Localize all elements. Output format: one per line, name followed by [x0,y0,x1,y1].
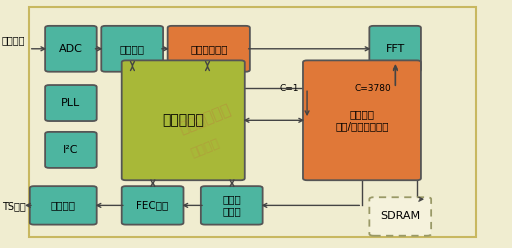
Text: TS输出: TS输出 [2,202,26,212]
Text: 射频输入: 射频输入 [2,35,25,45]
Text: 帧头检测同步: 帧头检测同步 [190,44,227,54]
FancyBboxPatch shape [45,132,97,168]
Text: C=3780: C=3780 [354,84,391,93]
FancyBboxPatch shape [122,60,245,180]
Text: FFT: FFT [386,44,405,54]
Text: PLL: PLL [61,98,80,108]
Text: 信道估计
时域/频域联合均衡: 信道估计 时域/频域联合均衡 [335,109,389,131]
FancyBboxPatch shape [303,60,421,180]
Text: I²C: I²C [63,145,79,155]
Text: 载波恢复: 载波恢复 [120,44,145,54]
FancyBboxPatch shape [201,186,263,225]
Text: FEC译码: FEC译码 [137,200,169,210]
Text: 版权所有: 版权所有 [188,137,221,160]
FancyBboxPatch shape [29,7,476,237]
Text: C=1: C=1 [280,84,299,93]
Text: ADC: ADC [59,44,83,54]
FancyBboxPatch shape [45,26,97,72]
Text: 输出控制: 输出控制 [51,200,76,210]
FancyBboxPatch shape [45,85,97,121]
FancyBboxPatch shape [101,26,163,72]
Text: 电子工程专辑: 电子工程专辑 [177,102,233,136]
FancyBboxPatch shape [369,197,431,236]
FancyBboxPatch shape [369,26,421,72]
Text: SDRAM: SDRAM [380,212,420,221]
Text: 中央控制器: 中央控制器 [162,113,204,127]
FancyBboxPatch shape [167,26,250,72]
Text: 解映射
解交织: 解映射 解交织 [222,194,241,217]
FancyBboxPatch shape [30,186,97,225]
FancyBboxPatch shape [122,186,183,225]
